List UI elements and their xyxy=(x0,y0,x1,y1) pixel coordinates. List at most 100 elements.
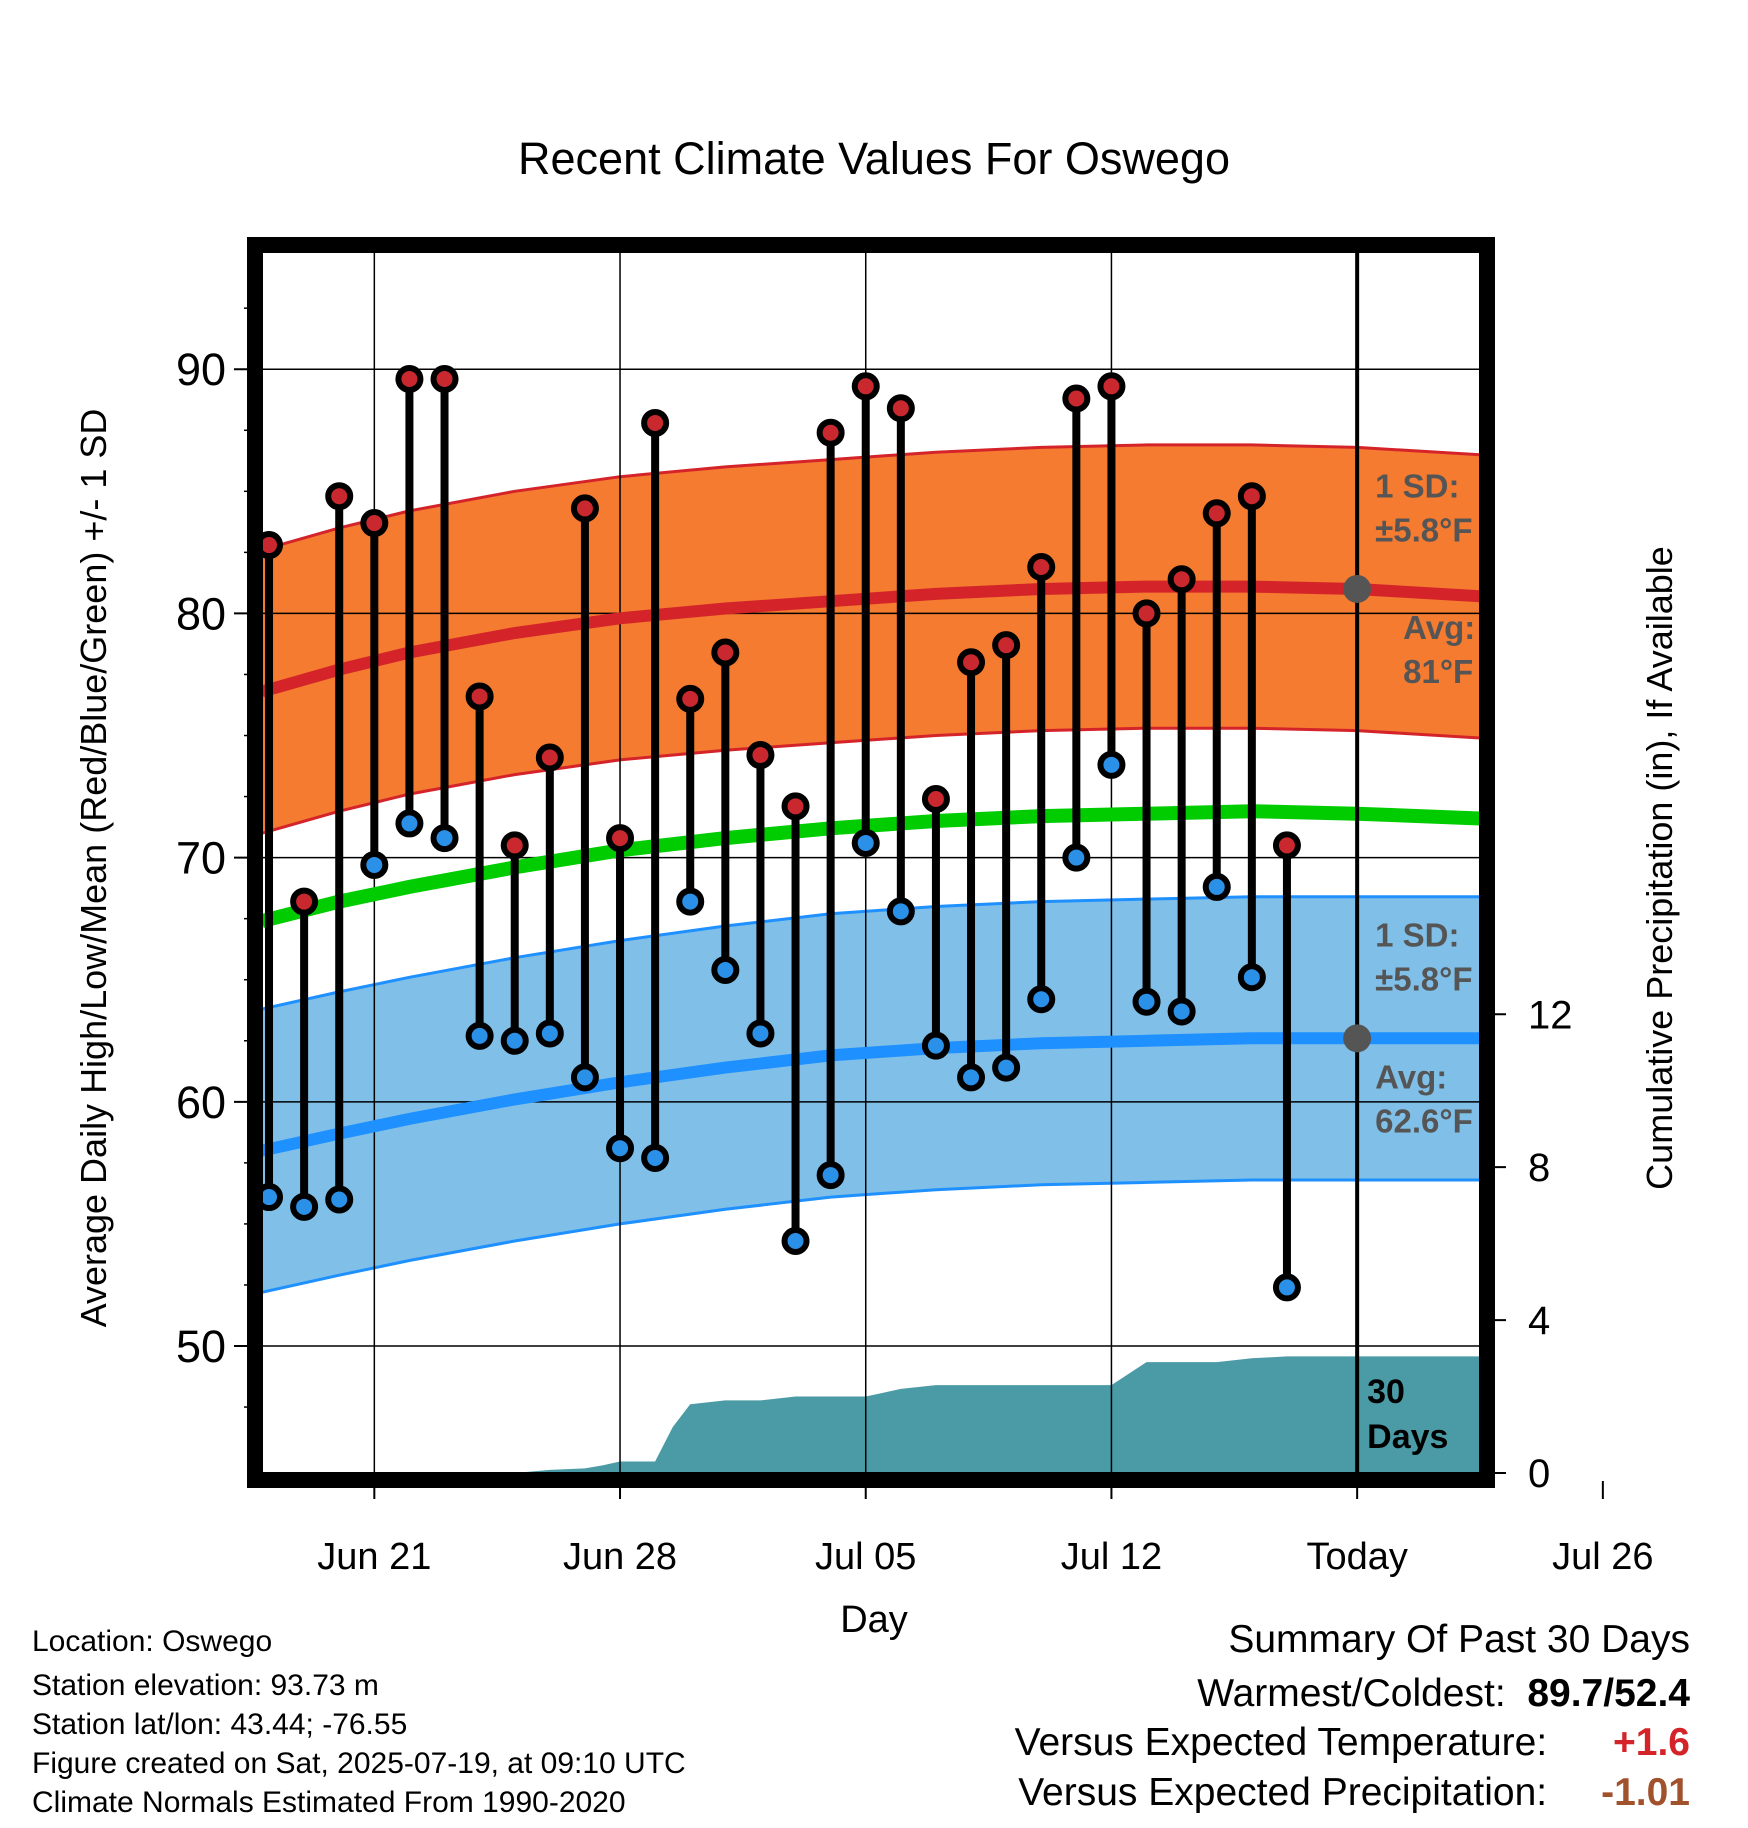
warmest-value: 89.7 xyxy=(1527,1672,1604,1715)
summary-temperature: Versus Expected Temperature: +1.6 xyxy=(1015,1721,1690,1765)
summary-precipitation: Versus Expected Precipitation: -1.01 xyxy=(1018,1771,1690,1815)
x-tick-label: Jul 05 xyxy=(815,1536,916,1578)
sd-low-value: ±5.8°F xyxy=(1375,961,1472,998)
y-tick-label: 80 xyxy=(176,588,226,639)
daily-low-point xyxy=(676,887,705,916)
daily-low-point xyxy=(1027,985,1056,1014)
daily-high-point xyxy=(325,482,354,511)
sd-high-value: ±5.8°F xyxy=(1375,511,1472,548)
daily-low-point xyxy=(1237,963,1266,992)
daily-high-point xyxy=(1237,482,1266,511)
daily-low-point xyxy=(1097,750,1126,779)
daily-high-point xyxy=(992,631,1021,660)
info-elevation: Station elevation: 93.73 m xyxy=(32,1669,379,1702)
y-tick-label: 70 xyxy=(176,833,226,884)
daily-low-point xyxy=(360,850,389,879)
info-location: Location: Oswego xyxy=(32,1625,273,1658)
daily-high-point xyxy=(1311,0,1333,11)
daily-low-point xyxy=(606,1134,635,1163)
daily-high-point xyxy=(816,418,845,447)
y2-axis-label: Cumulative Precipitation (in), If Availa… xyxy=(1639,546,1680,1190)
daily-low-point xyxy=(535,1019,564,1048)
daily-high-point xyxy=(360,509,389,538)
precip-value: -1.01 xyxy=(1601,1771,1690,1814)
precipitation-area xyxy=(262,1356,1480,1473)
daily-low-point xyxy=(921,1031,950,1060)
y-tick-label: 90 xyxy=(176,344,226,395)
avg-high-marker xyxy=(1343,574,1372,603)
info-created: Figure created on Sat, 2025-07-19, at 09… xyxy=(32,1747,686,1780)
daily-high-point xyxy=(711,638,740,667)
coldest-value: 52.4 xyxy=(1614,1672,1690,1715)
sd-high-label: 1 SD: xyxy=(1375,467,1459,504)
daily-low-point xyxy=(430,824,459,853)
x-axis-label: Day xyxy=(840,1599,908,1641)
daily-low-point xyxy=(851,828,880,857)
daily-high-point xyxy=(1027,553,1056,582)
daily-high-point xyxy=(1097,372,1126,401)
summary-title: Summary Of Past 30 Days xyxy=(1228,1618,1690,1661)
daily-high-point xyxy=(921,785,950,814)
daily-low-point xyxy=(1311,0,1333,11)
daily-low-point xyxy=(816,1161,845,1190)
daily-high-point xyxy=(641,408,670,437)
daily-high-point xyxy=(886,394,915,423)
summary-warmest-coldest: Warmest/Coldest: 89.7/52.4 xyxy=(1197,1672,1690,1715)
daily-high-point xyxy=(430,364,459,393)
avg-low-marker xyxy=(1343,1024,1372,1053)
daily-high-point xyxy=(781,792,810,821)
daily-high-point xyxy=(535,743,564,772)
y-axis-label: Average Daily High/Low/Mean (Red/Blue/Gr… xyxy=(73,409,114,1328)
low-sd-band xyxy=(262,896,1480,1293)
daily-low-point xyxy=(746,1019,775,1048)
y2-tick-label: 12 xyxy=(1528,993,1573,1037)
daily-high-point xyxy=(1167,565,1196,594)
x-tick-label: Jul 12 xyxy=(1061,1536,1162,1578)
daily-high-point xyxy=(746,741,775,770)
temp-value: +1.6 xyxy=(1613,1721,1690,1764)
daily-low-point xyxy=(325,1185,354,1214)
avg-high-label: Avg: xyxy=(1403,609,1475,646)
daily-high-point xyxy=(395,364,424,393)
daily-high-point xyxy=(570,494,599,523)
x-tick-label: Today xyxy=(1306,1536,1407,1578)
plot-area: 1 SD: ±5.8°F Avg: 81°F 1 SD: ±5.8°F Avg: 62.6°F… xyxy=(176,0,1654,1578)
window-label-days: Days xyxy=(1367,1418,1448,1456)
daily-low-point xyxy=(290,1192,319,1221)
daily-low-point xyxy=(500,1026,529,1055)
daily-high-point xyxy=(1272,831,1301,860)
daily-low-point xyxy=(1132,987,1161,1016)
high-sd-band xyxy=(262,444,1480,834)
daily-low-point xyxy=(781,1227,810,1256)
avg-low-label: Avg: xyxy=(1375,1058,1447,1095)
y-tick-label: 60 xyxy=(176,1077,226,1128)
daily-high-point xyxy=(290,887,319,916)
window-label-number: 30 xyxy=(1367,1373,1405,1411)
daily-high-point xyxy=(676,684,705,713)
y2-tick-label: 0 xyxy=(1528,1452,1550,1496)
daily-low-point xyxy=(886,897,915,926)
y2-tick-label: 4 xyxy=(1528,1299,1550,1343)
low-band-lower-edge xyxy=(262,1178,1480,1294)
daily-low-point xyxy=(1272,1273,1301,1302)
sd-low-label: 1 SD: xyxy=(1375,917,1459,954)
daily-low-point xyxy=(1202,872,1231,901)
daily-low-point xyxy=(992,1053,1021,1082)
daily-low-point xyxy=(395,809,424,838)
y2-tick-label: 8 xyxy=(1528,1146,1550,1190)
daily-low-point xyxy=(1167,997,1196,1026)
daily-low-point xyxy=(1062,843,1091,872)
precip-label: Versus Expected Precipitation: xyxy=(1018,1771,1548,1814)
daily-high-point xyxy=(1062,384,1091,413)
plot-inner xyxy=(262,0,1480,1473)
daily-high-point xyxy=(465,682,494,711)
daily-high-point xyxy=(500,831,529,860)
plot-frame xyxy=(247,237,1495,1488)
daily-low-point xyxy=(262,1183,284,1212)
info-normals: Climate Normals Estimated From 1990-2020 xyxy=(32,1786,626,1819)
x-tick-label: Jun 28 xyxy=(563,1536,677,1578)
daily-low-point xyxy=(465,1021,494,1050)
daily-low-point xyxy=(711,955,740,984)
avg-low-value: 62.6°F xyxy=(1375,1102,1473,1139)
